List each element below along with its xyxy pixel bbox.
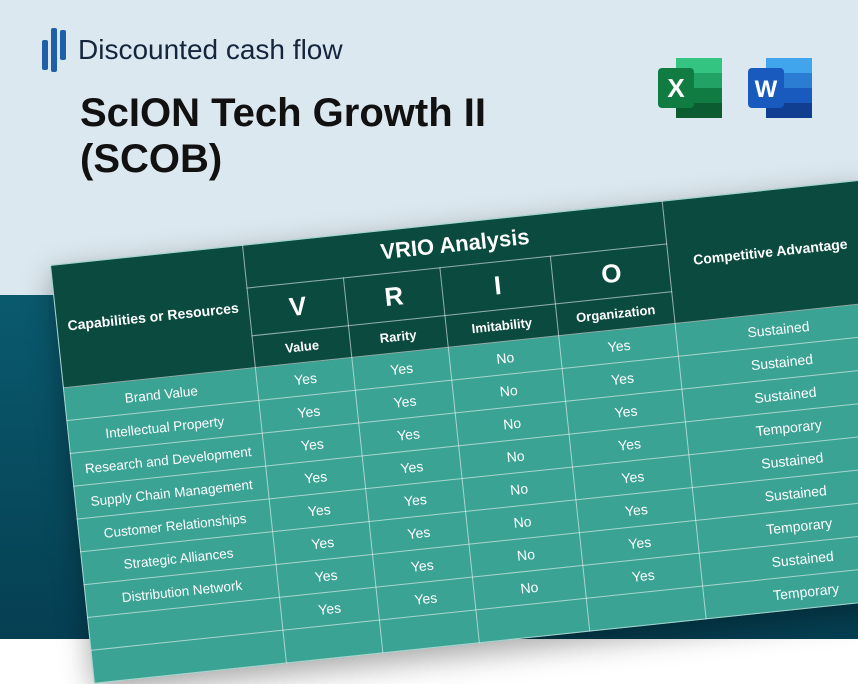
export-icons: X W — [656, 52, 818, 124]
vrio-table: Capabilities or Resources VRIO Analysis … — [50, 179, 858, 683]
svg-text:W: W — [755, 76, 778, 103]
svg-text:X: X — [667, 73, 685, 103]
excel-icon: X — [656, 52, 728, 124]
vrio-table-container: Capabilities or Resources VRIO Analysis … — [50, 179, 858, 683]
brand-logo: Discounted cash flow — [42, 28, 343, 72]
page-title: ScION Tech Growth II (SCOB) — [80, 90, 600, 182]
brand-logo-mark — [42, 28, 66, 72]
brand-text: Discounted cash flow — [78, 34, 343, 66]
col-header-advantage: Competitive Advantage — [663, 180, 858, 324]
col-header-capabilities: Capabilities or Resources — [51, 245, 256, 388]
word-icon: W — [746, 52, 818, 124]
